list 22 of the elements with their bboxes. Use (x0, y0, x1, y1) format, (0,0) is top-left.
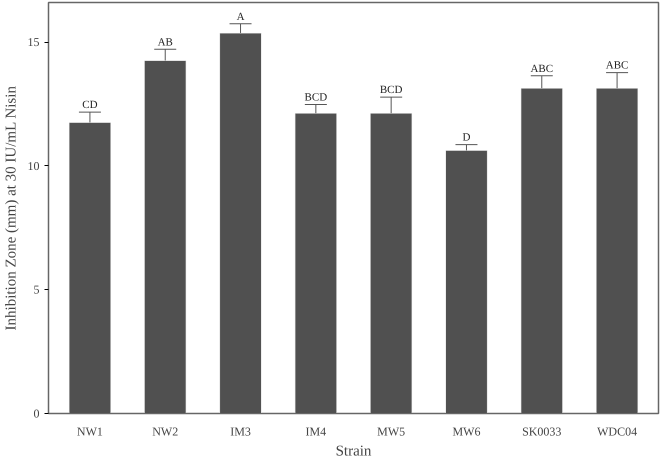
y-tick-label: 0 (34, 406, 40, 420)
y-tick-label: 5 (34, 282, 40, 297)
x-axis-title: Strain (336, 444, 372, 460)
x-tick-label: NW2 (152, 424, 178, 438)
x-tick-label: SK0033 (522, 424, 562, 438)
y-axis-title: Inhibition Zone (mm) at 30 IU/mL Nisin (4, 86, 20, 330)
annotation: CD (82, 99, 98, 112)
annotation: BCD (304, 92, 328, 104)
annotation: ABC (606, 60, 628, 72)
x-tick-label: MW6 (452, 424, 480, 438)
y-tick-label: 15 (28, 35, 40, 50)
x-tick-label: NW1 (76, 424, 103, 438)
annotation: AB (158, 36, 173, 48)
x-tick-label: IM3 (230, 424, 251, 438)
annotation: A (236, 10, 245, 23)
y-tick-label: 10 (28, 158, 40, 173)
annotation: D (462, 132, 470, 144)
x-tick-label: WDC04 (597, 424, 638, 438)
annotation: ABC (530, 62, 554, 75)
x-tick-label: MW5 (377, 424, 406, 438)
x-tick-label: IM4 (306, 424, 326, 438)
annotation: BCD (380, 84, 403, 96)
